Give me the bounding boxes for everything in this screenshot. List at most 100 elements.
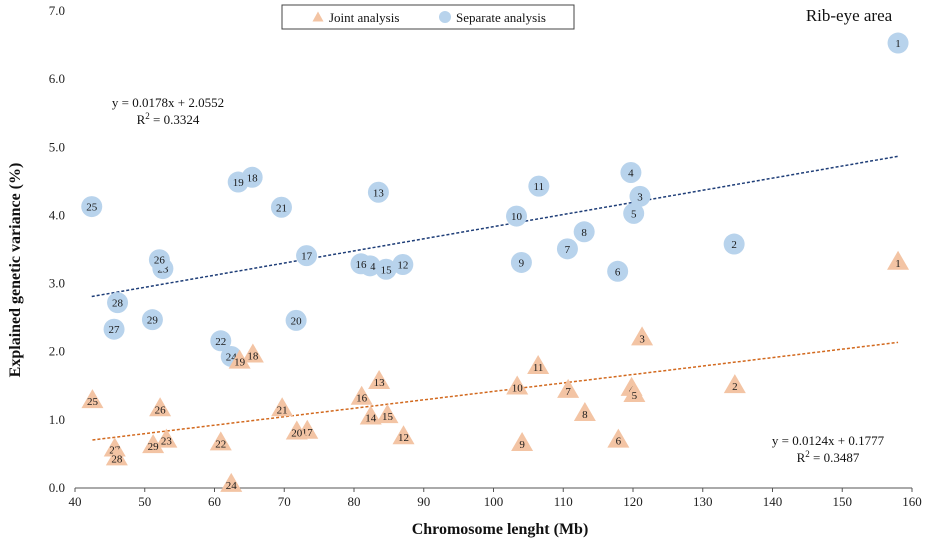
triangle-marker bbox=[285, 420, 308, 440]
circle-marker bbox=[227, 171, 249, 193]
circle-marker bbox=[887, 32, 909, 54]
joint-point: 25 bbox=[81, 389, 104, 409]
point-label: 21 bbox=[276, 202, 287, 214]
triangle-marker bbox=[209, 431, 232, 451]
separate-point: 28 bbox=[107, 292, 129, 314]
y-tick-label: 3.0 bbox=[49, 276, 65, 291]
separate-trendline bbox=[91, 155, 899, 298]
point-label: 8 bbox=[581, 227, 587, 239]
chart-title: Rib-eye area bbox=[806, 6, 893, 25]
point-label: 10 bbox=[511, 211, 523, 223]
separate-point: 8 bbox=[573, 221, 595, 243]
separate-point: 3 bbox=[629, 185, 651, 207]
circle-marker bbox=[528, 175, 550, 197]
triangle-marker bbox=[573, 402, 596, 422]
separate-point: 19 bbox=[227, 171, 249, 193]
legend-triangle-marker bbox=[312, 11, 324, 22]
x-tick-label: 50 bbox=[138, 494, 151, 509]
x-tick-label: 110 bbox=[554, 494, 573, 509]
legend-label-separate: Separate analysis bbox=[456, 10, 546, 25]
point-label: 14 bbox=[365, 412, 377, 424]
circle-marker bbox=[623, 202, 645, 224]
joint-point: 14 bbox=[359, 405, 382, 425]
triangle-marker bbox=[368, 370, 391, 390]
triangle-marker bbox=[392, 425, 415, 445]
point-label: 21 bbox=[277, 404, 288, 416]
point-label: 28 bbox=[112, 298, 124, 310]
x-tick-label: 40 bbox=[69, 494, 82, 509]
point-label: 5 bbox=[632, 390, 638, 402]
point-label: 27 bbox=[109, 324, 121, 336]
point-label: 23 bbox=[157, 264, 169, 276]
y-tick-label: 6.0 bbox=[49, 71, 65, 86]
x-tick-label: 140 bbox=[763, 494, 783, 509]
circle-marker bbox=[107, 292, 129, 314]
joint-point: 21 bbox=[271, 397, 294, 417]
point-label: 29 bbox=[147, 315, 159, 327]
point-label: 13 bbox=[374, 377, 386, 389]
point-label: 29 bbox=[148, 441, 160, 453]
separate-point: 25 bbox=[81, 196, 103, 218]
separate-point: 4 bbox=[620, 161, 642, 183]
separate-point: 29 bbox=[141, 309, 163, 331]
trendlines bbox=[91, 155, 899, 441]
triangle-marker bbox=[631, 326, 654, 346]
separate-point: 11 bbox=[528, 175, 550, 197]
joint-point: 22 bbox=[209, 431, 232, 451]
y-tick-label: 2.0 bbox=[49, 344, 65, 359]
separate-point: 7 bbox=[556, 238, 578, 260]
triangle-marker bbox=[105, 446, 128, 466]
triangle-marker bbox=[155, 428, 178, 448]
joint-equation: y = 0.0124x + 0.1777 R2 = 0.3487 bbox=[772, 433, 885, 465]
x-tick-label: 70 bbox=[278, 494, 291, 509]
triangle-marker bbox=[228, 349, 251, 369]
circle-marker bbox=[375, 258, 397, 280]
legend: Joint analysis Separate analysis bbox=[281, 4, 575, 30]
separate-point: 2 bbox=[723, 233, 745, 255]
joint-point: 11 bbox=[527, 355, 550, 375]
circle-marker bbox=[285, 309, 307, 331]
joint-point: 29 bbox=[142, 434, 165, 454]
point-label: 6 bbox=[616, 436, 622, 448]
point-label: 6 bbox=[615, 266, 621, 278]
separate-point: 17 bbox=[296, 245, 318, 267]
point-label: 1 bbox=[895, 258, 901, 270]
joint-point: 6 bbox=[607, 428, 630, 448]
circle-marker bbox=[367, 181, 389, 203]
circle-marker bbox=[506, 205, 528, 227]
x-tick-label: 60 bbox=[208, 494, 221, 509]
joint-point: 5 bbox=[623, 382, 646, 402]
separate-point: 5 bbox=[623, 202, 645, 224]
separate-equation-text: y = 0.0178x + 2.0552 bbox=[112, 95, 224, 110]
triangle-marker bbox=[350, 385, 373, 405]
joint-point: 28 bbox=[105, 446, 128, 466]
point-label: 11 bbox=[534, 181, 545, 193]
y-tick-label: 0.0 bbox=[49, 480, 65, 495]
point-label: 2 bbox=[732, 381, 738, 393]
point-label: 16 bbox=[355, 259, 367, 271]
point-label: 11 bbox=[533, 362, 544, 374]
joint-point: 16 bbox=[350, 385, 373, 405]
separate-point: 15 bbox=[375, 258, 397, 280]
separate-point: 27 bbox=[103, 318, 125, 340]
y-axis-title: Explained genetic variance (%) bbox=[7, 163, 24, 378]
joint-point: 8 bbox=[573, 402, 596, 422]
joint-point: 3 bbox=[631, 326, 654, 346]
triangle-marker bbox=[527, 355, 550, 375]
triangle-marker bbox=[607, 428, 630, 448]
point-label: 18 bbox=[247, 172, 259, 184]
x-tick-label: 80 bbox=[348, 494, 361, 509]
circle-marker bbox=[629, 185, 651, 207]
triangle-marker bbox=[511, 432, 534, 452]
legend-label-joint: Joint analysis bbox=[329, 10, 399, 25]
joint-point: 24 bbox=[220, 472, 243, 492]
circle-marker bbox=[270, 196, 292, 218]
point-label: 17 bbox=[302, 427, 314, 439]
separate-point: 26 bbox=[148, 249, 170, 271]
circle-marker bbox=[141, 309, 163, 331]
legend-circle-marker bbox=[439, 11, 451, 23]
circle-marker bbox=[103, 318, 125, 340]
x-axis-ticks: 40 50 60 70 80 90 100 110 120 130 140 150 160 bbox=[69, 488, 922, 509]
point-label: 8 bbox=[582, 409, 588, 421]
joint-point: 1 bbox=[887, 250, 910, 270]
